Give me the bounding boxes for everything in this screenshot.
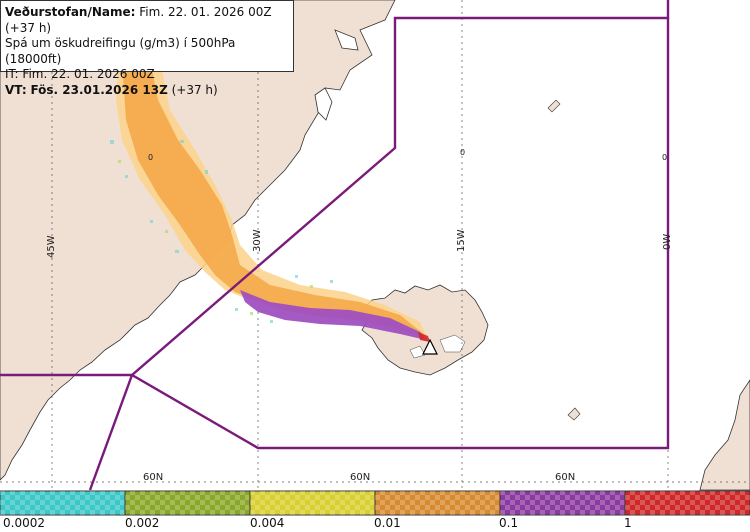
info-vt-label: VT: (5, 82, 27, 97)
info-vt-value: Fös. 23.01.2026 13Z (30, 82, 168, 97)
forecast-info-box: Veðurstofan/Name: Fim. 22. 01. 2026 00Z … (0, 0, 294, 97)
lat-label-60n-1: 60N (143, 472, 164, 483)
volcano-icon (422, 338, 438, 355)
legend-tick-3: 0.01 (374, 516, 401, 530)
concentration-legend: 0.0002 0.002 0.004 0.01 0.1 1 (0, 490, 750, 532)
lon-label-0w: 0W (662, 233, 673, 250)
plume-speckles (110, 140, 333, 323)
lon-label-15w: 15W (456, 229, 467, 252)
jan-mayen-island (547, 99, 561, 113)
legend-swatch-pattern-4 (500, 491, 625, 515)
legend-swatch-pattern-2 (250, 491, 375, 515)
zero-label-3: 0 (662, 153, 668, 162)
plume-orange (122, 60, 425, 335)
info-line-4: VT: Fös. 23.01.2026 13Z (+37 h) (5, 83, 289, 99)
legend-swatch-pattern-5 (625, 491, 750, 515)
legend-swatch-pattern-0 (0, 491, 125, 515)
norway-coast (699, 379, 750, 491)
fir-boundary (0, 0, 670, 491)
zero-label-2: 0 (460, 148, 466, 157)
info-name-value: Fim. 22. 01. 2026 00Z (+37 h) (5, 5, 272, 35)
iceland-glacier (439, 334, 466, 353)
lon-label-30w: 30W (252, 229, 263, 252)
info-line-3: IT: Fim. 22. 01. 2026 00Z (5, 67, 155, 81)
info-line-2: Spá um öskudreifingu (g/m3) í 500hPa (18… (5, 36, 236, 66)
legend-swatch-pattern-3 (375, 491, 500, 515)
lon-label-45w: 45W (46, 235, 57, 258)
greenland-fjord-2 (334, 29, 359, 51)
info-vt-suffix: (+37 h) (171, 82, 218, 97)
iceland-land (359, 284, 489, 376)
iceland-glacier-2 (409, 345, 426, 359)
info-line-1: Veðurstofan/Name: Fim. 22. 01. 2026 00Z … (5, 5, 289, 36)
plume-purple (240, 290, 426, 340)
legend-tick-2: 0.004 (250, 516, 285, 530)
info-name-label: Veðurstofan/Name: (5, 5, 136, 19)
lat-label-60n-2: 60N (350, 472, 371, 483)
plume-red (418, 332, 430, 342)
greenland-fjord (314, 87, 333, 121)
legend-tick-4: 0.1 (499, 516, 519, 530)
zero-label-1: 0 (148, 153, 154, 162)
legend-tick-0: 0.0002 (3, 516, 45, 530)
legend-tick-1: 0.002 (125, 516, 160, 530)
legend-colorbar (0, 490, 750, 516)
legend-tick-5: 1 (624, 516, 632, 530)
lat-label-60n-3: 60N (555, 472, 576, 483)
faroe-island (567, 407, 581, 421)
legend-swatch-pattern-1 (125, 491, 250, 515)
